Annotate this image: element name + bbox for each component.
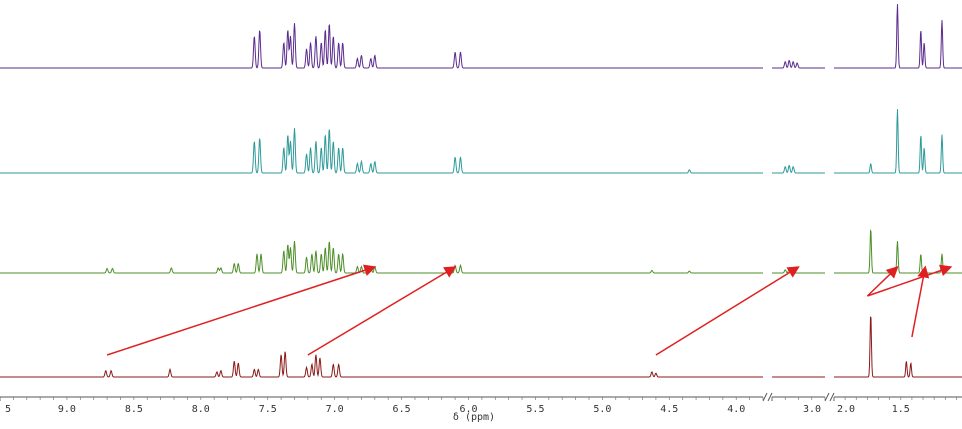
- spectrum-4-segment-3: [834, 316, 962, 378]
- x-tick-label: 6.5: [393, 404, 411, 415]
- axis-break-mark: [762, 392, 768, 402]
- arrows-group: [106, 264, 953, 356]
- shift-arrow-4: [866, 265, 899, 297]
- spectrum-3-segment-2: [772, 268, 825, 274]
- spectrum-4: [0, 316, 962, 378]
- x-tick-label: 3.0: [803, 404, 821, 415]
- spectrum-2-segment-3: [834, 109, 962, 174]
- x-tick-label: 4.0: [727, 404, 745, 415]
- x-tick-label: 8.0: [192, 404, 210, 415]
- x-tick-label: 9.0: [58, 404, 76, 415]
- shift-arrow-3: [655, 266, 800, 356]
- x-tick-label: 5: [5, 404, 11, 415]
- x-tick-label: 8.5: [125, 404, 143, 415]
- x-tick-label: 7.0: [326, 404, 344, 415]
- x-tick-label: 6.0: [459, 404, 477, 415]
- shift-arrow-6: [911, 265, 930, 338]
- spectrum-3: [0, 228, 962, 274]
- spectrum-2-segment-2: [772, 164, 825, 174]
- spectrum-1: [0, 4, 962, 69]
- shift-arrow-1: [106, 264, 377, 356]
- spectrum-4-segment-1: [0, 351, 763, 378]
- shift-arrow-5: [867, 264, 953, 297]
- axis-break-mark: [824, 392, 830, 402]
- spectrum-3-segment-1: [0, 240, 763, 274]
- axis-break-mark: [767, 392, 773, 402]
- spectrum-2-segment-1: [0, 128, 763, 174]
- x-tick-label: 7.5: [259, 404, 277, 415]
- x-tick-label: 5.0: [593, 404, 611, 415]
- x-tick-label: 4.5: [660, 404, 678, 415]
- spectrum-3-segment-3: [834, 228, 962, 274]
- x-tick-label: 2.0: [837, 404, 855, 415]
- x-tick-label: 5.5: [526, 404, 544, 415]
- axis-break-mark: [829, 392, 835, 402]
- spectra-group: [0, 4, 962, 378]
- spectrum-2: [0, 109, 962, 174]
- spectrum-1-segment-3: [834, 4, 962, 69]
- x-axis-label: δ (ppm): [453, 412, 495, 423]
- spectrum-1-segment-2: [772, 59, 825, 69]
- x-axis: 5 9.0 8.5 8.0 7.5 7.0 6.5 6.0 5.5 5.0 4.5 4.0 3.0 2.0…: [0, 392, 962, 415]
- x-tick-label: 1.5: [892, 404, 910, 415]
- shift-arrow-2: [307, 266, 457, 356]
- spectrum-1-segment-1: [0, 23, 763, 69]
